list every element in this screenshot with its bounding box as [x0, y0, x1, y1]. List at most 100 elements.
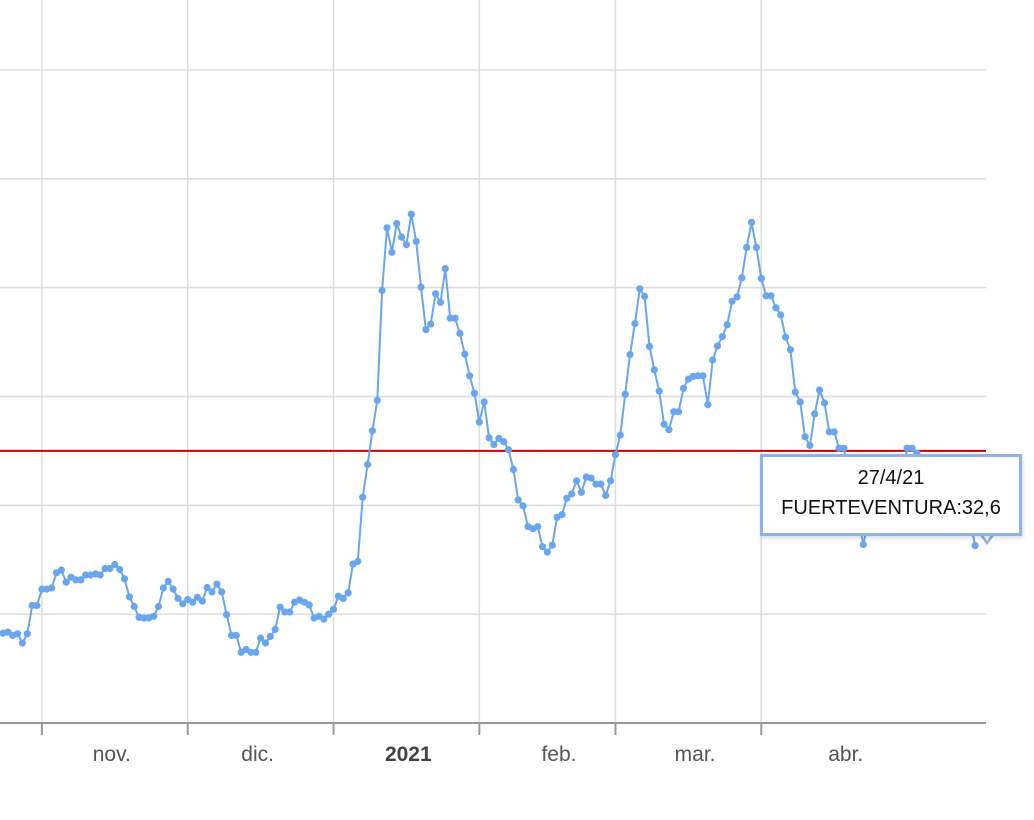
- data-point: [645, 342, 654, 350]
- data-point: [558, 510, 566, 519]
- data-point: [364, 460, 372, 469]
- x-tick-label: nov.: [93, 743, 131, 766]
- x-tick-label: mar.: [675, 743, 716, 766]
- data-point: [33, 601, 41, 610]
- data-point: [563, 494, 571, 502]
- data-point: [368, 427, 376, 435]
- data-point: [359, 493, 367, 501]
- data-point: [164, 577, 172, 586]
- data-point: [718, 333, 727, 341]
- data-point: [475, 418, 483, 426]
- data-point: [660, 420, 668, 428]
- data-point: [859, 540, 867, 549]
- data-point: [451, 314, 459, 322]
- grid: [0, 0, 986, 723]
- data-point: [111, 561, 119, 569]
- data-point: [679, 384, 688, 392]
- data-point: [514, 496, 522, 504]
- data-point: [699, 372, 707, 380]
- data-point: [232, 631, 240, 640]
- data-point: [777, 311, 785, 319]
- data-point: [641, 292, 649, 300]
- data-point: [393, 219, 401, 228]
- tooltip: 27/4/21 FUERTEVENTURA:32,6: [760, 454, 1022, 536]
- data-point: [723, 321, 731, 329]
- data-point: [320, 615, 328, 623]
- data-point: [203, 583, 211, 592]
- data-point: [747, 218, 756, 226]
- data-point: [261, 639, 270, 647]
- data-point: [538, 543, 547, 551]
- data-point: [509, 465, 517, 473]
- data-point: [271, 625, 279, 634]
- data-point: [782, 333, 790, 341]
- data-point: [305, 601, 313, 609]
- data-point: [198, 597, 206, 605]
- data-point: [655, 387, 663, 395]
- data-point: [339, 594, 347, 603]
- data-point: [733, 293, 741, 301]
- data-point: [252, 648, 260, 656]
- data-point: [675, 408, 683, 416]
- data-point: [602, 491, 610, 500]
- data-point: [611, 451, 620, 459]
- data-point: [796, 398, 804, 406]
- data-point: [573, 477, 581, 485]
- data-point: [344, 589, 352, 597]
- data-point: [461, 350, 469, 358]
- data-point: [354, 557, 362, 566]
- data-point: [485, 434, 493, 442]
- data-point: [388, 248, 396, 256]
- data-point: [767, 292, 775, 300]
- data-point: [568, 490, 576, 498]
- data-point: [257, 634, 265, 642]
- data-point: [816, 386, 824, 394]
- data-point: [811, 410, 819, 418]
- data-point: [402, 241, 410, 249]
- data-point: [213, 580, 221, 588]
- data-point: [14, 630, 22, 638]
- data-point: [23, 630, 31, 638]
- data-point: [607, 477, 615, 485]
- data-point: [534, 523, 542, 531]
- data-point: [626, 351, 634, 359]
- data-point: [422, 326, 430, 334]
- data-point: [276, 603, 284, 611]
- data-point: [208, 588, 216, 596]
- x-tick-label: dic.: [241, 743, 274, 766]
- data-point: [120, 575, 129, 583]
- data-point: [150, 612, 158, 620]
- data-point: [743, 243, 751, 251]
- data-point: [174, 594, 182, 603]
- data-point: [218, 588, 226, 596]
- data-point: [62, 578, 70, 586]
- data-point: [116, 565, 124, 574]
- data-point: [441, 265, 449, 273]
- data-point: [48, 584, 56, 592]
- data-point: [407, 210, 415, 218]
- data-point: [543, 548, 552, 556]
- x-tick-label: abr.: [828, 743, 863, 766]
- series-layer: [0, 210, 979, 656]
- data-point: [470, 389, 479, 397]
- data-point: [480, 398, 488, 406]
- data-point: [504, 446, 513, 454]
- tooltip-date: 27/4/21: [857, 467, 925, 489]
- data-point: [490, 440, 498, 448]
- data-point: [738, 274, 746, 282]
- data-point: [757, 274, 765, 282]
- data-point: [636, 285, 644, 293]
- data-point: [106, 564, 114, 573]
- data-point: [383, 224, 391, 232]
- data-point: [709, 356, 717, 364]
- x-axis: nov. dic. 2021 feb. mar. abr.: [0, 722, 986, 766]
- data-point: [830, 428, 838, 436]
- data-point: [436, 298, 445, 306]
- x-tick-label: feb.: [541, 743, 576, 766]
- data-point: [77, 576, 85, 584]
- data-point: [193, 593, 201, 601]
- data-point: [432, 290, 440, 298]
- data-point: [373, 396, 381, 404]
- data-point: [665, 426, 673, 434]
